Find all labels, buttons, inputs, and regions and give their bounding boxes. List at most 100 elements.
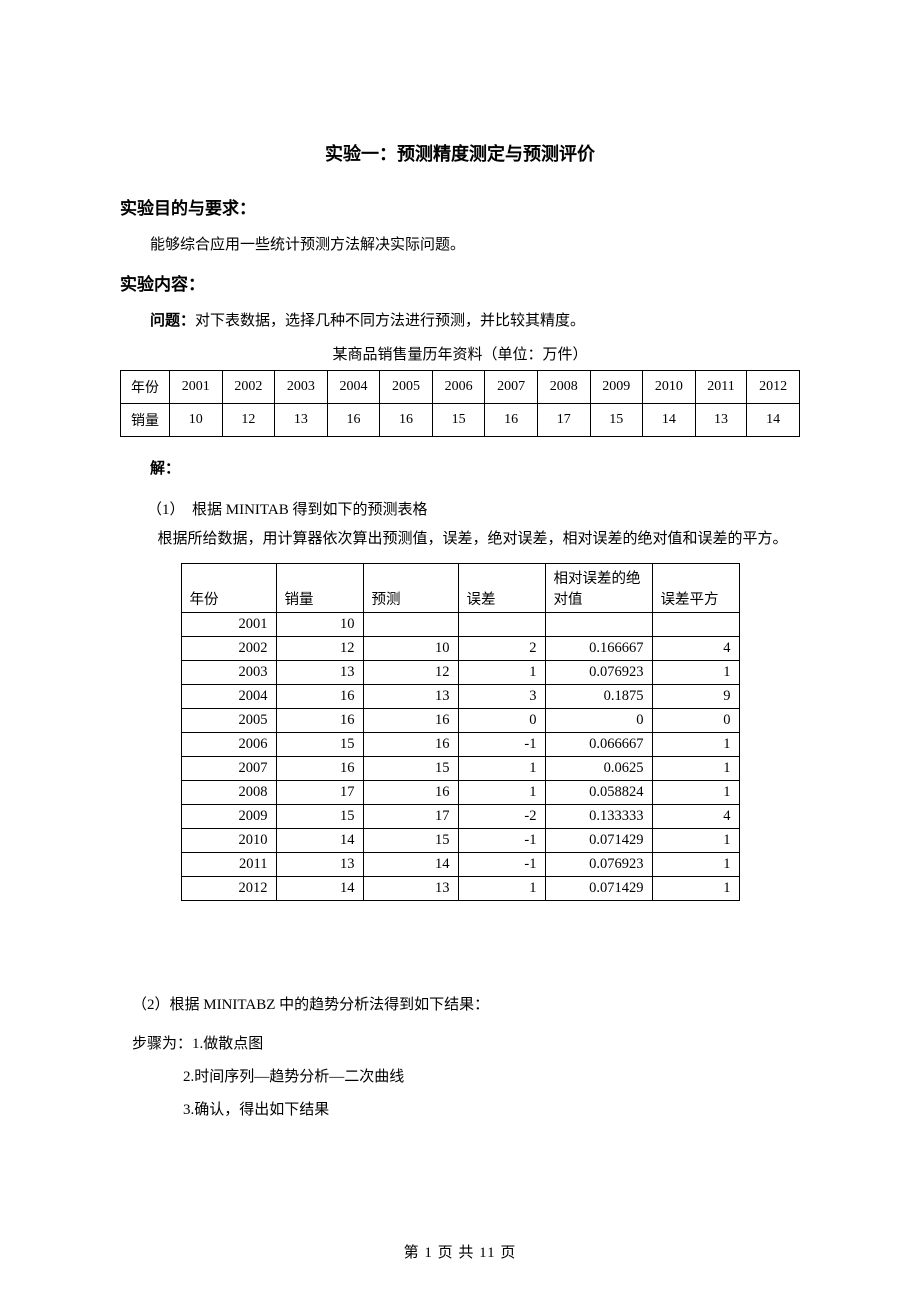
table-cell: 0.058824 xyxy=(545,781,652,805)
table-cell: 14 xyxy=(276,877,363,901)
sales-cell: 13 xyxy=(695,404,747,437)
table-cell: 2010 xyxy=(181,829,276,853)
table-cell: 2012 xyxy=(181,877,276,901)
table-cell: 10 xyxy=(276,613,363,637)
col-relerr: 相对误差的绝对值 xyxy=(545,564,652,613)
table-cell: -1 xyxy=(458,829,545,853)
year-cell: 2011 xyxy=(695,371,747,404)
year-cell: 2005 xyxy=(380,371,433,404)
table-cell: 16 xyxy=(363,781,458,805)
part1-line2: 根据所给数据，用计算器依次算出预测值，误差，绝对误差，相对误差的绝对值和误差的平… xyxy=(120,525,800,554)
table-cell: 0.076923 xyxy=(545,661,652,685)
table-cell: 2003 xyxy=(181,661,276,685)
table-cell: 1 xyxy=(652,781,739,805)
table-cell: 1 xyxy=(652,877,739,901)
table-cell: 4 xyxy=(652,805,739,829)
table-cell: 2011 xyxy=(181,853,276,877)
sales-cell: 15 xyxy=(432,404,485,437)
table-cell xyxy=(363,613,458,637)
table-row: 20101415-10.0714291 xyxy=(181,829,739,853)
table-cell: 17 xyxy=(276,781,363,805)
table-cell: -1 xyxy=(458,733,545,757)
table-row: 2007161510.06251 xyxy=(181,757,739,781)
table-cell: 2009 xyxy=(181,805,276,829)
footer-total: 11 xyxy=(479,1245,495,1261)
table-cell: 15 xyxy=(276,805,363,829)
table-cell: 16 xyxy=(276,757,363,781)
year-cell: 2007 xyxy=(485,371,538,404)
col-pred: 预测 xyxy=(363,564,458,613)
table-cell xyxy=(652,613,739,637)
steps-line-1: 步骤为：1.做散点图 xyxy=(120,1028,800,1061)
table-cell: 1 xyxy=(458,877,545,901)
sales-cell: 17 xyxy=(537,404,590,437)
part1-heading: （1） 根据 MINITAB 得到如下的预测表格 xyxy=(120,498,800,519)
table-cell: 2002 xyxy=(181,637,276,661)
table-row: 销量 10 12 13 16 16 15 16 17 15 14 13 14 xyxy=(121,404,800,437)
table-cell: 0.076923 xyxy=(545,853,652,877)
table-cell: 2001 xyxy=(181,613,276,637)
year-cell: 2002 xyxy=(222,371,275,404)
table-cell: 1 xyxy=(458,661,545,685)
steps-label: 步骤为： xyxy=(132,1036,192,1052)
sales-cell: 13 xyxy=(275,404,328,437)
part2-heading: （2）根据 MINITABZ 中的趋势分析法得到如下结果： xyxy=(120,991,800,1020)
problem-label: 问题： xyxy=(150,313,195,329)
footer-suffix: 页 xyxy=(500,1245,516,1261)
table-header-row: 年份 销量 预测 误差 相对误差的绝对值 误差平方 xyxy=(181,564,739,613)
year-cell: 2004 xyxy=(327,371,380,404)
footer-current: 1 xyxy=(424,1245,433,1261)
table-cell: 1 xyxy=(458,757,545,781)
table-cell: 12 xyxy=(363,661,458,685)
problem-line: 问题：对下表数据，选择几种不同方法进行预测，并比较其精度。 xyxy=(120,307,800,336)
table-cell: 16 xyxy=(276,709,363,733)
footer-prefix: 第 xyxy=(404,1245,420,1261)
table-row: 2008171610.0588241 xyxy=(181,781,739,805)
table-cell: 2004 xyxy=(181,685,276,709)
year-cell: 2010 xyxy=(643,371,696,404)
table-cell: -2 xyxy=(458,805,545,829)
table-cell: 14 xyxy=(276,829,363,853)
table-cell: 0 xyxy=(652,709,739,733)
table-row: 年份 2001 2002 2003 2004 2005 2006 2007 20… xyxy=(121,371,800,404)
table-cell: 1 xyxy=(652,733,739,757)
year-sales-table: 年份 2001 2002 2003 2004 2005 2006 2007 20… xyxy=(120,370,800,437)
year-table-caption: 某商品销售量历年资料（单位：万件） xyxy=(120,343,800,364)
table-cell: 1 xyxy=(652,853,739,877)
table-cell: 1 xyxy=(652,829,739,853)
content-heading: 实验内容： xyxy=(120,270,800,295)
sales-cell: 15 xyxy=(590,404,643,437)
part2-text: 根据 MINITABZ 中的趋势分析法得到如下结果： xyxy=(170,997,490,1013)
table-cell: 9 xyxy=(652,685,739,709)
purpose-text: 能够综合应用一些统计预测方法解决实际问题。 xyxy=(120,231,800,260)
table-cell: -1 xyxy=(458,853,545,877)
table-row: 20091517-20.1333334 xyxy=(181,805,739,829)
purpose-heading: 实验目的与要求： xyxy=(120,194,800,219)
table-cell: 14 xyxy=(363,853,458,877)
row-label-sales: 销量 xyxy=(121,404,170,437)
table-cell: 13 xyxy=(276,853,363,877)
table-cell: 0.1875 xyxy=(545,685,652,709)
table-cell: 2007 xyxy=(181,757,276,781)
table-cell: 13 xyxy=(363,877,458,901)
table-cell: 17 xyxy=(363,805,458,829)
steps-block: 步骤为：1.做散点图 2.时间序列—趋势分析—二次曲线 3.确认，得出如下结果 xyxy=(120,1028,800,1127)
part1-num: （1） xyxy=(147,502,185,518)
part2-num: （2） xyxy=(132,997,170,1013)
table-cell: 16 xyxy=(276,685,363,709)
problem-text: 对下表数据，选择几种不同方法进行预测，并比较其精度。 xyxy=(195,313,585,329)
solution-label: 解： xyxy=(120,455,800,484)
table-cell: 10 xyxy=(363,637,458,661)
table-cell: 2006 xyxy=(181,733,276,757)
table-row: 2012141310.0714291 xyxy=(181,877,739,901)
prediction-table: 年份 销量 预测 误差 相对误差的绝对值 误差平方 20011020021210… xyxy=(181,563,740,901)
table-cell: 3 xyxy=(458,685,545,709)
col-sales: 销量 xyxy=(276,564,363,613)
table-row: 2003131210.0769231 xyxy=(181,661,739,685)
sales-cell: 14 xyxy=(747,404,800,437)
sales-cell: 10 xyxy=(170,404,223,437)
footer-mid: 页 共 xyxy=(438,1245,475,1261)
table-cell: 2005 xyxy=(181,709,276,733)
table-cell: 1 xyxy=(652,757,739,781)
sales-cell: 16 xyxy=(327,404,380,437)
